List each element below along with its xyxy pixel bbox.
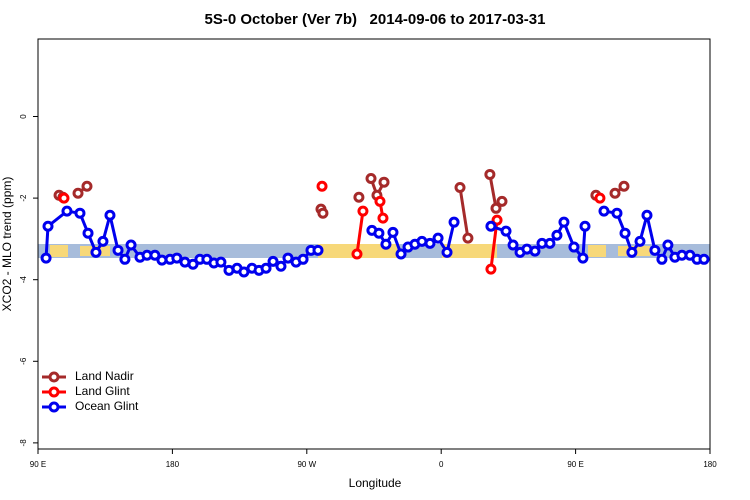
data-point xyxy=(551,229,563,241)
data-point xyxy=(119,253,131,265)
y-tick-label: -4 xyxy=(19,276,28,284)
data-point xyxy=(74,207,86,219)
y-tick-label: -8 xyxy=(19,439,28,447)
land-strip xyxy=(588,245,606,257)
data-point xyxy=(485,263,497,275)
data-point xyxy=(500,225,512,237)
data-point xyxy=(275,260,287,272)
data-point xyxy=(82,227,94,239)
data-point xyxy=(187,258,199,270)
data-point xyxy=(618,180,630,192)
data-point xyxy=(42,220,54,232)
data-point xyxy=(260,262,272,274)
y-tick-label: 0 xyxy=(19,114,28,119)
data-point xyxy=(374,195,386,207)
land-strip xyxy=(50,245,68,257)
x-tick-label: 90 E xyxy=(30,460,46,469)
data-point xyxy=(577,252,589,264)
x-axis-label: Longitude xyxy=(349,476,402,490)
x-tick-label: 90 W xyxy=(297,460,316,469)
data-point xyxy=(491,214,503,226)
data-point xyxy=(215,256,227,268)
data-point xyxy=(544,237,556,249)
data-point xyxy=(297,253,309,265)
data-point xyxy=(634,235,646,247)
data-point xyxy=(507,239,519,251)
legend-marker xyxy=(48,401,60,413)
data-point xyxy=(40,252,52,264)
data-point xyxy=(387,226,399,238)
data-point xyxy=(112,244,124,256)
data-point xyxy=(81,180,93,192)
data-point xyxy=(58,192,70,204)
data-point xyxy=(377,212,389,224)
series-line xyxy=(58,174,625,239)
data-point xyxy=(424,237,436,249)
data-point xyxy=(61,205,73,217)
x-tick-label: 0 xyxy=(439,460,444,469)
data-point xyxy=(357,205,369,217)
data-point xyxy=(365,173,377,185)
y-axis-label: XCO2 - MLO trend (ppm) xyxy=(0,177,14,312)
data-point xyxy=(529,245,541,257)
data-point xyxy=(484,168,496,180)
data-point xyxy=(496,195,508,207)
data-point xyxy=(598,205,610,217)
data-point xyxy=(312,244,324,256)
legend-label: Land Glint xyxy=(75,384,130,398)
chart-title: 5S-0 October (Ver 7b) 2014-09-06 to 2017… xyxy=(204,11,545,28)
data-point xyxy=(380,238,392,250)
data-point xyxy=(72,187,84,199)
data-point xyxy=(378,176,390,188)
legend-label: Land Nadir xyxy=(75,369,134,383)
data-point xyxy=(317,207,329,219)
data-point xyxy=(594,192,606,204)
data-point xyxy=(568,241,580,253)
data-point xyxy=(448,216,460,228)
data-point xyxy=(656,253,668,265)
data-point xyxy=(432,232,444,244)
data-point xyxy=(373,227,385,239)
data-point xyxy=(490,202,502,214)
data-point xyxy=(662,239,674,251)
data-point xyxy=(125,239,137,251)
data-point xyxy=(104,209,116,221)
data-point xyxy=(441,246,453,258)
x-tick-label: 90 E xyxy=(567,460,583,469)
data-point xyxy=(316,180,328,192)
y-tick-label: -2 xyxy=(19,194,28,202)
data-point xyxy=(267,255,279,267)
data-point xyxy=(579,220,591,232)
data-point xyxy=(611,207,623,219)
data-point xyxy=(558,216,570,228)
data-point xyxy=(626,246,638,258)
data-point xyxy=(351,248,363,260)
legend-label: Ocean Glint xyxy=(75,399,139,413)
land-strip xyxy=(442,244,497,258)
data-point xyxy=(395,248,407,260)
data-point xyxy=(619,227,631,239)
plot-frame xyxy=(37,38,711,450)
x-tick-label: 180 xyxy=(166,460,180,469)
data-point xyxy=(454,181,466,193)
series-line xyxy=(44,209,705,274)
data-point xyxy=(171,252,183,264)
y-tick-label: -6 xyxy=(19,357,28,365)
data-point xyxy=(462,232,474,244)
data-point xyxy=(641,209,653,221)
legend-marker xyxy=(48,371,60,383)
data-point xyxy=(353,191,365,203)
data-point xyxy=(149,249,161,261)
data-point xyxy=(649,244,661,256)
data-point xyxy=(485,220,497,232)
x-tick-label: 180 xyxy=(703,460,717,469)
legend-marker xyxy=(48,386,60,398)
data-point xyxy=(90,246,102,258)
data-point xyxy=(97,235,109,247)
data-point xyxy=(698,253,710,265)
data-point xyxy=(609,187,621,199)
data-point xyxy=(282,252,294,264)
